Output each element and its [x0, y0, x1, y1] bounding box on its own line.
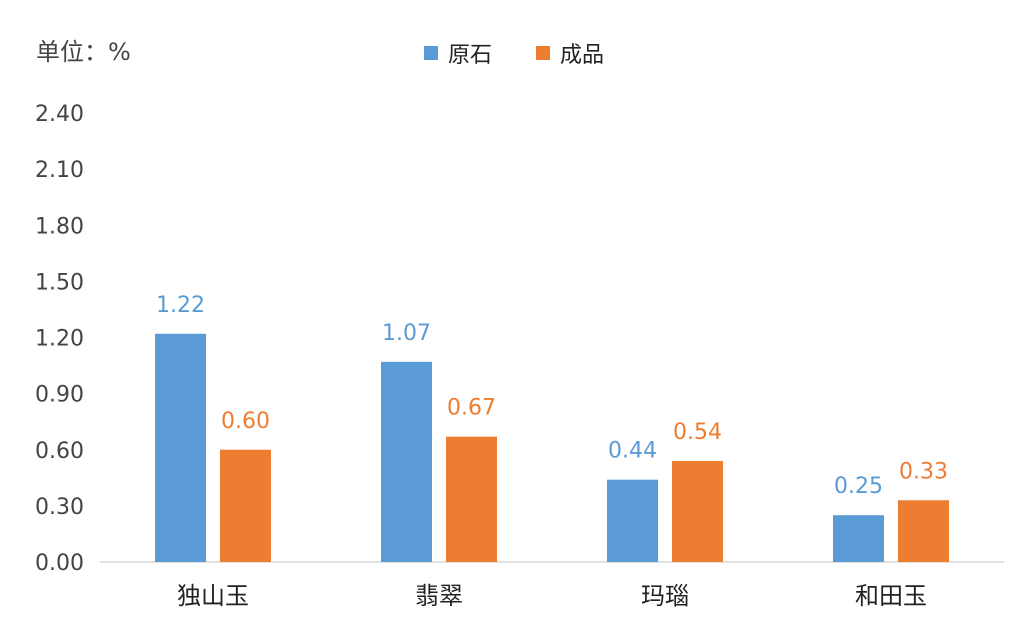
- legend: 原石 成品: [424, 43, 604, 68]
- bar-raw: [607, 479, 658, 562]
- data-label: 0.44: [608, 439, 657, 464]
- legend-swatch: [536, 46, 550, 60]
- bar-raw: [833, 515, 884, 562]
- data-label: 1.07: [382, 321, 431, 346]
- y-tick-label: 0.30: [35, 495, 84, 520]
- x-tick-label: 独山玉: [177, 582, 249, 610]
- bars-layer: [155, 333, 949, 562]
- value-labels-layer: 1.22 0.60 1.07 0.67 0.44 0.54 0.25 0.33: [156, 293, 948, 499]
- y-tick-label: 0.00: [35, 551, 84, 576]
- y-tick-label: 1.20: [35, 327, 84, 352]
- bar-finished: [446, 436, 497, 562]
- data-label: 1.22: [156, 293, 205, 318]
- bar-raw: [155, 333, 206, 562]
- y-axis-ticks: 0.00 0.30 0.60 0.90 1.20 1.50 1.80 2.10 2.40: [35, 102, 84, 576]
- legend-swatch: [424, 46, 438, 60]
- y-tick-label: 1.80: [35, 214, 84, 239]
- y-tick-label: 1.50: [35, 270, 84, 295]
- legend-label: 原石: [448, 43, 492, 68]
- legend-label: 成品: [560, 43, 604, 68]
- x-tick-label: 翡翠: [415, 582, 463, 610]
- bar-raw: [381, 361, 432, 562]
- bar-finished: [898, 500, 949, 562]
- x-axis-ticks: 独山玉 翡翠 玛瑙 和田玉: [177, 582, 927, 610]
- data-label: 0.54: [673, 420, 722, 445]
- unit-label: 单位：%: [36, 38, 131, 66]
- data-label: 0.60: [221, 409, 270, 434]
- x-tick-label: 玛瑙: [641, 582, 689, 610]
- x-tick-label: 和田玉: [855, 582, 927, 610]
- data-label: 0.33: [899, 459, 948, 484]
- bar-finished: [220, 449, 271, 562]
- y-tick-label: 2.10: [35, 158, 84, 183]
- y-tick-label: 0.60: [35, 439, 84, 464]
- data-label: 0.67: [447, 396, 496, 421]
- y-tick-label: 0.90: [35, 383, 84, 408]
- bar-finished: [672, 460, 723, 562]
- y-tick-label: 2.40: [35, 102, 84, 127]
- data-label: 0.25: [834, 474, 883, 499]
